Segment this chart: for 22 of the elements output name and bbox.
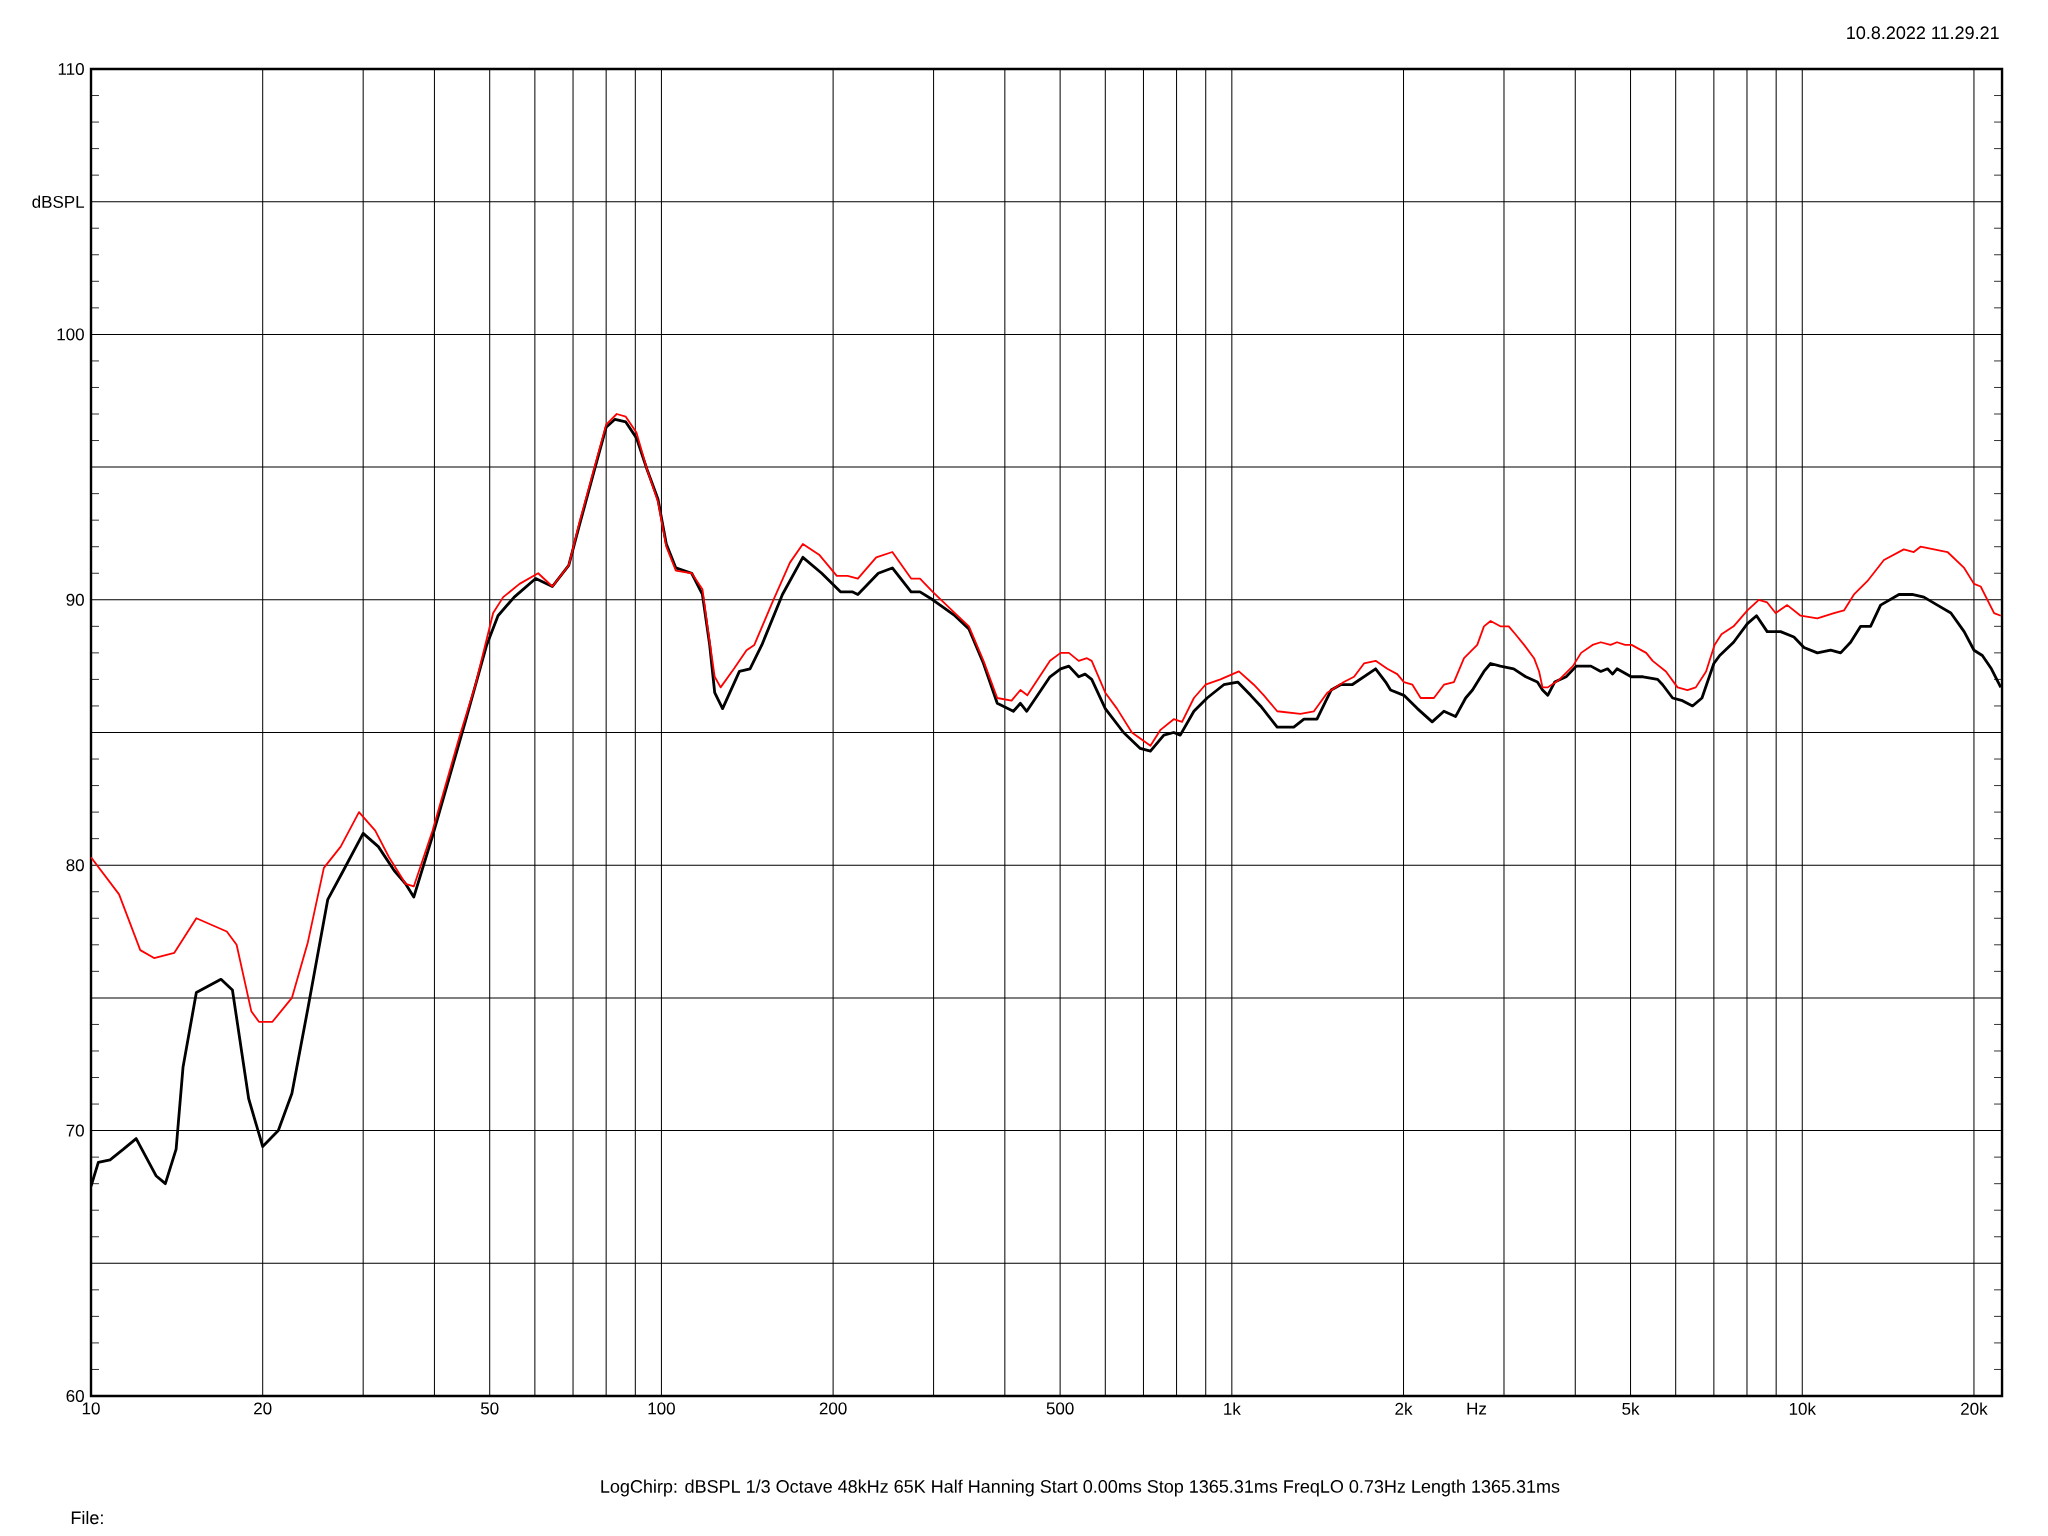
x-tick-label: 10k [1789, 1402, 1816, 1415]
text: 10.8.2022 11.29.21 [1847, 26, 1999, 40]
x-axis-title: Hz [1467, 1402, 1487, 1415]
y-axis-title: dBSPL [32, 195, 85, 208]
text: File: [71, 1510, 103, 1525]
y-tick-label: 80 [66, 859, 84, 872]
x-tick-label: 1k [1224, 1402, 1241, 1415]
x-tick-label: 200 [819, 1402, 847, 1415]
x-tick-label: 5k [1622, 1402, 1640, 1415]
y-tick-label: 110 [58, 62, 84, 75]
x-tick-label: 10 [82, 1402, 100, 1415]
y-tick-label: 60 [66, 1389, 84, 1403]
x-tick-label: 2k [1395, 1402, 1413, 1415]
x-tick-label: 500 [1046, 1402, 1074, 1415]
x-tick-label: 100 [648, 1402, 675, 1415]
text: LogChirp: dBSPL 1/3 Octave 48kHz 65K Half Hanning Start 0.00ms Stop 1365.31ms FreqLO 0.73Hz Length 1365.31ms [601, 1479, 1560, 1497]
y-tick-label: 90 [66, 593, 84, 606]
x-tick-label: 20k [1961, 1402, 1988, 1415]
x-tick-label: 20 [254, 1402, 272, 1415]
y-tick-label: 70 [66, 1124, 84, 1137]
x-tick-label: 50 [480, 1402, 499, 1415]
y-tick-label: 100 [57, 328, 84, 341]
